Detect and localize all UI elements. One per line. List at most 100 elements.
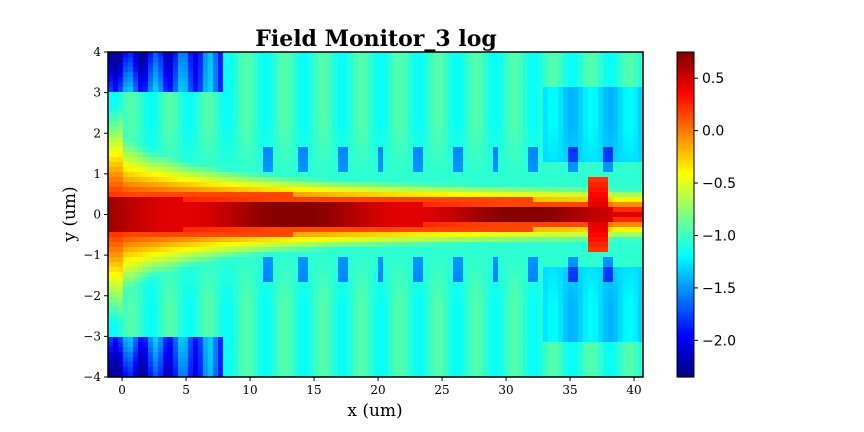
heatmap-cell xyxy=(468,132,474,138)
heatmap-cell xyxy=(268,337,274,343)
heatmap-cell xyxy=(163,162,169,168)
heatmap-cell xyxy=(348,352,354,358)
heatmap-cell xyxy=(238,107,244,113)
heatmap-cell xyxy=(403,197,409,203)
heatmap-cell xyxy=(448,362,454,368)
heatmap-cell xyxy=(248,357,254,363)
heatmap-cell xyxy=(328,167,334,173)
heatmap-cell xyxy=(288,222,294,228)
heatmap-cell xyxy=(393,242,399,248)
heatmap-cell xyxy=(148,82,154,88)
heatmap-cell xyxy=(343,232,349,238)
heatmap-cell xyxy=(328,342,334,348)
heatmap-cell xyxy=(163,132,169,138)
heatmap-cell xyxy=(378,257,384,263)
heatmap-cell xyxy=(373,102,379,108)
heatmap-cell xyxy=(388,57,394,63)
heatmap-cell xyxy=(433,272,439,278)
heatmap-cell xyxy=(268,52,274,58)
heatmap-cell xyxy=(278,262,284,268)
heatmap-cell xyxy=(268,202,274,208)
heatmap-cell xyxy=(118,157,124,163)
heatmap-cell xyxy=(313,327,319,333)
heatmap-cell xyxy=(378,127,384,133)
heatmap-cell xyxy=(193,367,199,373)
heatmap-cell xyxy=(343,57,349,63)
heatmap-cell xyxy=(118,247,124,253)
heatmap-cell xyxy=(333,162,339,168)
heatmap-cell xyxy=(353,357,359,363)
heatmap-cell xyxy=(303,82,309,88)
heatmap-cell xyxy=(478,352,484,358)
heatmap-cell xyxy=(328,97,334,103)
heatmap-cell xyxy=(118,242,124,248)
heatmap-cell xyxy=(113,232,119,238)
heatmap-cell xyxy=(193,287,199,293)
heatmap-cell xyxy=(488,217,494,223)
heatmap-cell xyxy=(233,157,239,163)
heatmap-cell xyxy=(308,77,314,83)
heatmap-cell xyxy=(228,222,234,228)
heatmap-cell xyxy=(318,367,324,373)
heatmap-cell xyxy=(183,157,189,163)
heatmap-cell xyxy=(123,287,129,293)
heatmap-cell xyxy=(163,232,169,238)
heatmap-cell xyxy=(313,142,319,148)
heatmap-cell xyxy=(158,257,164,263)
heatmap-cell xyxy=(133,172,139,178)
heatmap-cell xyxy=(478,347,484,353)
heatmap-cell xyxy=(278,52,284,58)
heatmap-cell xyxy=(218,112,224,118)
heatmap-cell xyxy=(208,67,214,73)
heatmap-cell xyxy=(183,342,189,348)
heatmap-cell xyxy=(283,357,289,363)
heatmap-cell xyxy=(338,287,344,293)
heatmap-cell xyxy=(158,247,164,253)
heatmap-cell xyxy=(308,227,314,233)
heatmap-cell xyxy=(168,372,174,378)
heatmap-cell xyxy=(193,232,199,238)
heatmap-cell xyxy=(363,57,369,63)
heatmap-cell xyxy=(138,357,144,363)
heatmap-cell xyxy=(303,117,309,123)
heatmap-cell xyxy=(198,242,204,248)
heatmap-cell xyxy=(288,72,294,78)
heatmap-cell xyxy=(158,222,164,228)
heatmap-cell xyxy=(133,337,139,343)
heatmap-cell xyxy=(178,77,184,83)
heatmap-cell xyxy=(298,62,304,68)
heatmap-cell xyxy=(358,282,364,288)
heatmap-cell xyxy=(233,277,239,283)
heatmap-cell xyxy=(223,107,229,113)
heatmap-cell xyxy=(383,137,389,143)
heatmap-cell xyxy=(198,127,204,133)
heatmap-cell xyxy=(143,267,149,273)
heatmap-cell xyxy=(253,167,259,173)
heatmap-cell xyxy=(323,222,329,228)
heatmap-cell xyxy=(278,177,284,183)
heatmap-cell xyxy=(138,52,144,58)
heatmap-cell xyxy=(323,162,329,168)
heatmap-cell xyxy=(423,177,429,183)
heatmap-cell xyxy=(173,202,179,208)
heatmap-cell xyxy=(228,72,234,78)
heatmap-cell xyxy=(398,332,404,338)
heatmap-cell xyxy=(223,77,229,83)
heatmap-cell xyxy=(478,167,484,173)
heatmap-cell xyxy=(333,87,339,93)
heatmap-cell xyxy=(198,137,204,143)
heatmap-cell xyxy=(288,97,294,103)
heatmap-cell xyxy=(143,277,149,283)
heatmap-cell xyxy=(118,322,124,328)
heatmap-cell xyxy=(208,92,214,98)
heatmap-cell xyxy=(418,232,424,238)
heatmap-cell xyxy=(338,277,344,283)
heatmap-cell xyxy=(173,237,179,243)
heatmap-cell xyxy=(473,322,479,328)
heatmap-cell xyxy=(283,372,289,378)
heatmap-cell xyxy=(473,302,479,308)
heatmap-cell xyxy=(118,327,124,333)
heatmap-cell xyxy=(278,302,284,308)
heatmap-cell xyxy=(293,162,299,168)
heatmap-cell xyxy=(388,322,394,328)
